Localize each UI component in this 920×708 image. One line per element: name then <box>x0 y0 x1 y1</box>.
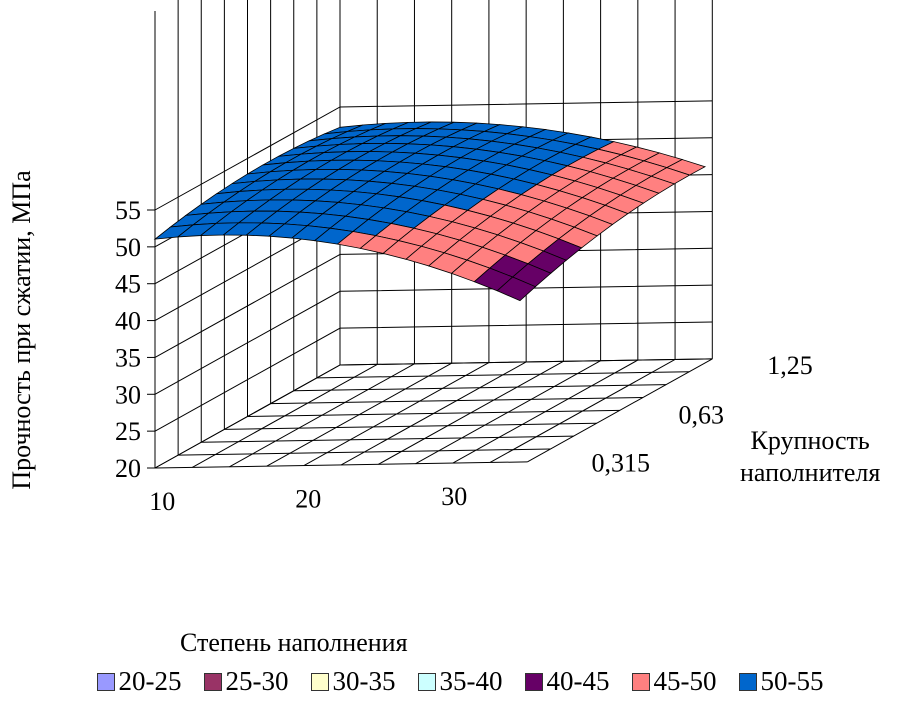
z-axis-label: Прочность при сжатии, МПа <box>7 170 36 490</box>
legend-item: 20-25 <box>96 666 182 697</box>
floor-gridline <box>303 362 490 466</box>
legend-swatch <box>203 672 222 691</box>
floor-gridline <box>378 360 564 465</box>
wall-z-gridline <box>154 247 713 358</box>
legend-label: 50-55 <box>760 666 824 696</box>
z-tick-label: 45 <box>115 270 141 299</box>
legend: 20-25 25-30 30-35 35-40 40-45 45-50 50-55 <box>0 666 920 697</box>
x-tick-label: 20 <box>295 484 321 513</box>
floor-gridline <box>191 363 378 468</box>
legend-label: 25-30 <box>225 666 289 696</box>
legend-item: 35-40 <box>417 666 503 697</box>
surface-plot <box>153 121 707 302</box>
x-axis-ticks: 10 20 30 <box>149 482 467 516</box>
z-tick-label: 25 <box>115 417 141 446</box>
legend-swatch <box>417 672 436 691</box>
z-tick-label: 50 <box>115 233 141 262</box>
floor-gridline <box>340 361 527 466</box>
floor-gridline <box>452 359 639 464</box>
floor-gridline <box>527 358 713 463</box>
depth-tick-label: 0,315 <box>592 449 651 478</box>
x-axis-label: Степень наполнения <box>180 628 408 657</box>
floor-gridline <box>154 364 341 469</box>
legend-swatch <box>524 672 543 691</box>
legend-swatch <box>631 672 650 691</box>
chart-floor <box>154 358 713 469</box>
floor-gridline <box>266 362 452 467</box>
wall-z-gridline <box>154 321 713 432</box>
legend-label: 35-40 <box>439 666 503 696</box>
floor-gridline <box>489 359 676 463</box>
floor-gridline <box>415 360 601 465</box>
legend-item: 25-30 <box>203 666 289 697</box>
z-tick-label: 55 <box>115 196 141 225</box>
depth-axis-label-line-1: Крупность <box>750 426 870 455</box>
legend-item: 50-55 <box>738 666 824 697</box>
z-axis-ticks: 20 25 30 35 40 45 50 55 <box>115 196 155 483</box>
depth-axis-label: Крупность наполнителя <box>740 425 880 489</box>
floor-gridline <box>229 363 415 468</box>
x-tick-label: 30 <box>441 482 467 511</box>
z-tick-label: 40 <box>115 307 141 336</box>
wall-z-gridline <box>154 284 713 395</box>
z-tick-label: 30 <box>115 380 141 409</box>
legend-swatch <box>310 672 329 691</box>
legend-label: 30-35 <box>332 666 396 696</box>
wall-z-gridline <box>154 100 713 211</box>
z-tick-label: 35 <box>115 343 141 372</box>
legend-label: 40-45 <box>546 666 610 696</box>
x-tick-label: 10 <box>149 487 175 516</box>
surface-chart: 20 25 30 35 40 45 50 55 10 20 30 0,315 0,63 1,25 <box>115 0 813 516</box>
depth-axis-label-line-2: наполнителя <box>740 458 881 487</box>
z-tick-label: 20 <box>115 454 141 483</box>
depth-tick-label: 1,25 <box>767 351 813 380</box>
surface-patch <box>496 276 537 302</box>
legend-swatch <box>738 672 757 691</box>
legend-item: 40-45 <box>524 666 610 697</box>
legend-item: 30-35 <box>310 666 396 697</box>
legend-label: 45-50 <box>653 666 717 696</box>
legend-swatch <box>96 672 115 691</box>
legend-item: 45-50 <box>631 666 717 697</box>
legend-label: 20-25 <box>118 666 182 696</box>
depth-axis-ticks: 0,315 0,63 1,25 <box>592 351 813 478</box>
depth-tick-label: 0,63 <box>679 400 725 429</box>
